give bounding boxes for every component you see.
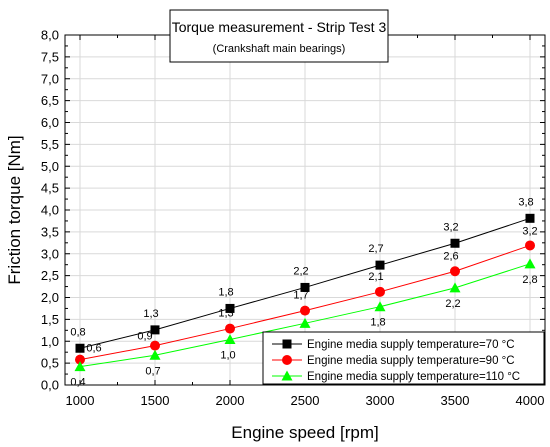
square-marker: [450, 238, 460, 248]
y-tick-label: 1,0: [41, 334, 59, 349]
x-tick-label: 2000: [216, 393, 245, 408]
data-label: 1,3: [143, 308, 158, 320]
circle-marker: [450, 266, 460, 277]
y-tick-label: 4,5: [41, 181, 59, 196]
square-marker: [150, 325, 160, 335]
y-tick-label: 2,5: [41, 268, 59, 283]
data-label: 1,0: [220, 350, 235, 362]
x-tick-label: 3000: [366, 393, 395, 408]
legend-label: Engine media supply temperature=110 °C: [307, 371, 520, 383]
square-marker: [300, 282, 310, 292]
triangle-marker: [224, 334, 236, 344]
data-label: 0,8: [70, 326, 85, 338]
legend-circle-marker: [282, 355, 292, 365]
y-tick-label: 6,5: [41, 93, 59, 108]
title-box-frame: [169, 9, 389, 63]
x-tick-label: 2500: [291, 393, 320, 408]
axis-ticks: 0,0 0,5 1,0 1,5 2,0 2,5 3,0 3,5 4,0 4,5 5,0 5,5 6,0 6…: [41, 28, 545, 408]
circle-marker: [525, 240, 535, 251]
y-tick-label: 3,5: [41, 224, 59, 239]
grid-lines: [65, 34, 545, 386]
square-marker: [375, 260, 385, 270]
y-tick-label: 5,0: [41, 159, 59, 174]
y-tick-label: 6,0: [41, 115, 59, 130]
data-label: 2,7: [368, 243, 383, 255]
y-tick-label: 2,0: [41, 290, 59, 305]
data-label: 3,2: [522, 225, 537, 237]
circle-marker: [75, 354, 85, 365]
data-label: 0,7: [145, 365, 160, 377]
legend-triangle-marker: [281, 370, 293, 381]
y-tick-label: 0,0: [41, 378, 59, 393]
data-label: 2,6: [443, 250, 458, 262]
data-label: 1,8: [370, 317, 385, 329]
data-label: 1,3: [218, 308, 233, 320]
y-tick-label: 7,5: [41, 49, 59, 64]
data-series: [74, 213, 536, 372]
data-label: 1,8: [218, 286, 233, 298]
data-label: 1,7: [293, 290, 308, 302]
data-label: 0,4: [70, 377, 85, 389]
legend-square-marker: [282, 339, 292, 349]
data-label: 0,6: [86, 343, 101, 355]
data-label: 2,8: [522, 274, 537, 286]
data-label: 2,2: [293, 265, 308, 277]
triangle-marker: [299, 317, 311, 328]
circle-marker: [150, 340, 160, 351]
y-tick-label: 5,5: [41, 137, 59, 152]
triangle-marker: [449, 282, 461, 293]
title-box: Torque measurement - Strip Test 3 (Crank…: [169, 9, 389, 63]
triangle-marker: [74, 361, 86, 372]
x-tick-label: 1500: [141, 393, 170, 408]
data-label: 2,1: [368, 271, 383, 283]
y-tick-label: 4,0: [41, 203, 59, 218]
chart-subtitle: (Crankshaft main bearings): [213, 43, 346, 55]
legend: Engine media supply temperature=70 °C Eng…: [262, 331, 545, 385]
square-marker: [75, 343, 85, 353]
x-tick-label: 4000: [516, 393, 545, 408]
data-label: 2,2: [445, 298, 460, 310]
square-marker: [225, 303, 235, 313]
legend-label: Engine media supply temperature=90 °C: [307, 355, 515, 367]
y-tick-label: 3,0: [41, 246, 59, 261]
circle-marker: [375, 286, 385, 297]
data-label: 3,2: [443, 221, 458, 233]
y-tick-label: 0,5: [41, 356, 59, 371]
triangle-marker: [149, 349, 161, 360]
x-tick-label: 3500: [441, 393, 470, 408]
legend-label: Engine media supply temperature=70 °C: [307, 339, 515, 351]
circle-marker: [225, 323, 235, 334]
legend-frame: [262, 331, 545, 385]
chart-title: Torque measurement - Strip Test 3: [172, 19, 387, 35]
triangle-marker: [374, 301, 386, 312]
square-marker: [525, 213, 535, 223]
y-tick-label: 8,0: [41, 28, 59, 43]
x-axis-title: Engine speed [rpm]: [231, 423, 378, 442]
y-axis-title: Friction torque [Nm]: [5, 135, 24, 284]
y-tick-label: 7,0: [41, 71, 59, 86]
y-tick-label: 1,5: [41, 312, 59, 327]
triangle-marker: [524, 258, 536, 269]
x-tick-label: 1000: [66, 393, 95, 408]
data-label: 3,8: [518, 196, 533, 208]
circle-marker: [300, 305, 310, 316]
data-label: 0,9: [137, 331, 152, 343]
